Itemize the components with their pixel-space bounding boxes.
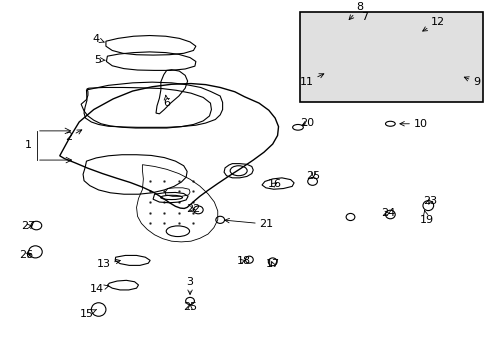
Text: 12: 12 [422, 17, 444, 31]
Text: 27: 27 [21, 221, 35, 231]
Text: 21: 21 [224, 219, 273, 229]
Text: 10: 10 [399, 119, 427, 129]
Text: 3: 3 [186, 277, 193, 294]
Text: 19: 19 [419, 211, 433, 225]
Text: 20: 20 [299, 118, 313, 128]
Text: 18: 18 [236, 256, 250, 266]
Text: 13: 13 [96, 259, 120, 269]
Text: 16: 16 [267, 179, 281, 189]
Text: 17: 17 [265, 259, 279, 269]
Text: 6: 6 [163, 95, 170, 108]
Text: 8: 8 [348, 3, 363, 19]
Text: 15: 15 [80, 309, 96, 319]
Text: 5: 5 [94, 55, 105, 65]
Text: 26: 26 [20, 251, 34, 260]
Text: 4: 4 [92, 34, 104, 44]
FancyBboxPatch shape [300, 12, 482, 102]
Text: 22: 22 [186, 204, 200, 214]
Text: 1: 1 [24, 140, 32, 150]
Text: 25: 25 [306, 171, 320, 181]
Text: 9: 9 [463, 77, 479, 87]
Text: 23: 23 [422, 196, 436, 206]
Text: 25: 25 [183, 302, 197, 312]
Text: 24: 24 [381, 208, 395, 219]
Text: 2: 2 [65, 130, 81, 142]
Text: 14: 14 [89, 284, 108, 294]
Text: 7: 7 [361, 12, 368, 22]
Text: 11: 11 [299, 74, 323, 87]
